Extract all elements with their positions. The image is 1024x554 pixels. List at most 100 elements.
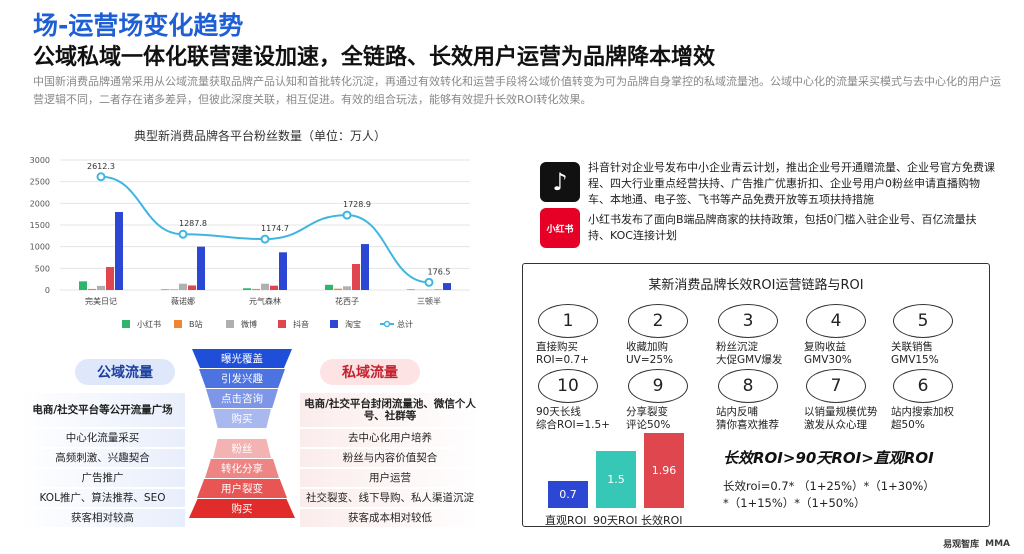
total-label: 1287.8 [179, 219, 207, 228]
x-tick-label: 元气森林 [249, 296, 281, 306]
intro-paragraph: 中国新消费品牌通常采用从公域流量获取品牌产品认知和首批转化沉淀，再通过有效转化和… [33, 75, 1001, 106]
roi-bar: 1.5 [596, 450, 636, 508]
total-label: 1728.9 [343, 200, 371, 209]
x-tick-label: 薇诺娜 [171, 296, 195, 306]
footer-logos: 易观智库 MMA [943, 537, 1010, 551]
total-point [260, 234, 270, 244]
bar [106, 267, 114, 290]
roi-step-circle: 10 [538, 369, 598, 403]
private-traffic-row: 电商/社交平台封闭流量池、微信个人号、社群等 [300, 393, 480, 427]
roi-step-circle: 8 [718, 369, 778, 403]
private-traffic-row: 去中心化用户培养 [300, 429, 480, 447]
bar [352, 264, 360, 290]
total-point [342, 210, 352, 220]
roi-step-circle: 9 [628, 369, 688, 403]
y-tick-label: 0 [45, 286, 50, 295]
roi-step-label: 90天长线 综合ROI=1.5+ [536, 406, 610, 431]
public-traffic-row: KOL推广、算法推荐、SEO [20, 489, 185, 507]
roi-step-label: 站内反哺 猜你喜欢推荐 [716, 406, 779, 431]
bar [88, 288, 96, 290]
public-traffic-row: 电商/社交平台等公开流量广场 [20, 393, 185, 427]
bar [261, 283, 269, 290]
footer-logo-2: MMA [985, 538, 1010, 549]
bar [279, 252, 287, 290]
private-traffic-row: 社交裂变、线下导购、私人渠道沉淀 [300, 489, 480, 507]
total-point [96, 172, 106, 182]
bar [252, 288, 260, 290]
roi-bar: 0.7 [548, 481, 588, 508]
funnel-top-stage: 购买 [213, 409, 271, 428]
douyin-policy-text: 抖音针对企业号发布中小企业青云计划，推出企业号开通赠流量、企业号官方免费课程、四… [588, 161, 995, 206]
x-tick-label: 花西子 [335, 296, 359, 306]
total-point [178, 229, 188, 239]
xiaohongshu-policy-text: 小红书发布了面向B端品牌商家的扶持政策，包括0门槛入驻企业号、百亿流量扶持、KO… [588, 213, 977, 242]
platform-policy-box: ♪ 抖音针对企业号发布中小企业青云计划，推出企业号开通赠流量、企业号官方免费课程… [530, 150, 1008, 255]
legend-label: 微博 [241, 319, 257, 329]
x-tick-label: 完美日记 [85, 296, 117, 306]
total-label: 1174.7 [261, 224, 289, 233]
y-tick-label: 2500 [30, 178, 50, 187]
total-point [424, 277, 434, 287]
roi-step-label: 复购收益 GMV30% [804, 341, 852, 366]
page-subtitle: 公域私域一体化联营建设加速，全链路、长效用户运营为品牌降本增效 [33, 45, 716, 70]
legend-label: 抖音 [293, 319, 309, 329]
roi-step-circle: 6 [893, 369, 953, 403]
roi-bar-label: 长效ROI [641, 514, 683, 527]
fans-bar-chart: 典型新消费品牌各平台粉丝数量（单位：万人） 0 500 1000 1500 2000 250… [30, 128, 470, 329]
roi-step-label: 以销量规模优势 激发从众心理 [804, 406, 878, 431]
private-traffic-row: 粉丝与内容价值契合 [300, 449, 480, 467]
funnel-diagram: 公域流量 私域流量 电商/社交平台等公开流量广场 中心化流量采买 高频刺激、兴趣契合… [0, 345, 520, 527]
chart-title: 典型新消费品牌各平台粉丝数量（单位：万人） [134, 128, 386, 143]
bar [188, 285, 196, 290]
funnel-top-stage: 点击咨询 [206, 389, 278, 408]
legend-label: 淘宝 [345, 319, 361, 329]
footer-logo-1: 易观智库 [943, 540, 980, 550]
private-traffic-title: 私域流量 [320, 359, 420, 385]
bar [434, 289, 442, 290]
roi-comparison: 长效ROI>90天ROI>直观ROI [723, 449, 934, 467]
roi-step-label: 收藏加购 UV=25% [626, 341, 674, 366]
bar [197, 246, 205, 290]
roi-chain-panel: 某新消费品牌长效ROI运营链路与ROI 1 直接购买 ROI=0.7+ 2 收藏加购 UV… [522, 263, 990, 527]
public-traffic-row: 广告推广 [20, 469, 185, 487]
y-tick-label: 500 [35, 264, 50, 273]
bar [97, 285, 105, 290]
bar [407, 289, 415, 290]
funnel-bottom-stage: 购买 [189, 499, 295, 518]
douyin-logo: ♪ [540, 162, 580, 202]
roi-step-label: 站内搜索加权 超50% [891, 406, 954, 431]
bar [179, 283, 187, 290]
funnel-top-stage: 引发兴趣 [199, 369, 285, 388]
legend-marker [383, 320, 391, 328]
bar [425, 289, 433, 290]
page-title: 场-运营场变化趋势 [33, 11, 244, 40]
roi-bar-label: 直观ROI [545, 514, 587, 527]
y-tick-label: 1000 [30, 243, 50, 252]
funnel-top-stage: 曝光覆盖 [192, 349, 292, 368]
roi-step-circle: 4 [806, 304, 866, 338]
xiaohongshu-logo: 小红书 [540, 208, 580, 248]
bar [115, 212, 123, 290]
x-tick-label: 三顿半 [417, 296, 441, 306]
private-traffic-row: 用户运营 [300, 469, 480, 487]
private-traffic-row: 获客成本相对较低 [300, 509, 480, 527]
roi-formula: 长效roi=0.7* （1+25%）*（1+30%） *（1+15%）*（1+5… [723, 478, 935, 512]
roi-step-circle: 1 [538, 304, 598, 338]
roi-step-label: 粉丝沉淀 大促GMV爆发 [716, 341, 783, 366]
public-traffic-row: 中心化流量采买 [20, 429, 185, 447]
public-traffic-title: 公域流量 [75, 359, 175, 385]
roi-formula-line-1: 长效roi=0.7* （1+25%）*（1+30%） [723, 479, 935, 493]
funnel-bottom-stage: 转化分享 [205, 459, 279, 478]
y-tick-label: 1500 [30, 221, 50, 230]
roi-step-circle: 3 [718, 304, 778, 338]
bar [161, 289, 169, 290]
legend-label: B站 [189, 319, 203, 329]
total-label: 2612.3 [87, 162, 115, 171]
roi-step-label: 关联销售 GMV15% [891, 341, 939, 366]
bar [243, 288, 251, 290]
legend-label: 总计 [397, 319, 413, 329]
y-tick-label: 3000 [30, 156, 50, 165]
roi-step-circle: 5 [893, 304, 953, 338]
roi-step-circle: 2 [628, 304, 688, 338]
y-tick-label: 2000 [30, 199, 50, 208]
